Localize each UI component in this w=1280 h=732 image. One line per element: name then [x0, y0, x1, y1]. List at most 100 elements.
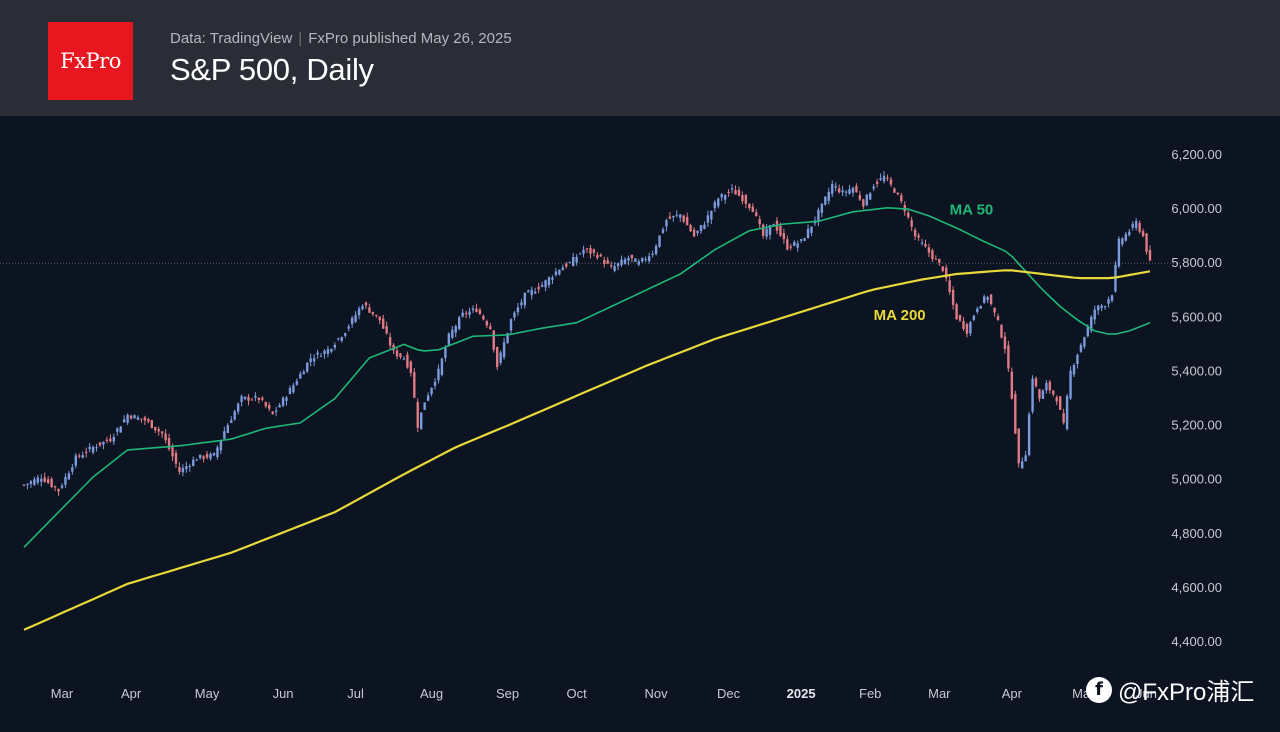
candle	[60, 483, 64, 489]
x-tick-label: May	[195, 686, 220, 701]
candle	[330, 348, 333, 354]
annotation-layer: MA 50 MA 200	[874, 202, 994, 325]
candle-body	[433, 381, 437, 386]
candle	[399, 352, 402, 360]
candle	[67, 470, 71, 480]
candle-body	[143, 417, 147, 421]
candle	[1117, 236, 1121, 269]
candle	[361, 304, 364, 311]
candle	[741, 191, 744, 205]
candle-body	[547, 277, 551, 286]
candle	[26, 483, 29, 490]
candle	[654, 244, 658, 256]
candle-body	[585, 248, 589, 250]
candle-body	[140, 418, 143, 420]
candle	[1110, 294, 1114, 303]
candle-body	[1000, 324, 1003, 338]
candle-body	[129, 415, 133, 419]
candle	[948, 275, 951, 295]
candle	[482, 314, 485, 321]
candle	[606, 256, 609, 265]
candle	[578, 252, 582, 255]
candle-body	[233, 411, 236, 420]
candle	[64, 473, 67, 488]
candle-body	[188, 466, 191, 468]
candle-body	[1027, 414, 1031, 456]
candle-body	[36, 477, 40, 483]
candle-body	[378, 316, 381, 321]
candle	[147, 417, 150, 424]
candle-body	[88, 446, 91, 449]
candle	[603, 256, 606, 268]
candle	[1141, 228, 1145, 238]
candle	[326, 345, 330, 358]
candle-body	[388, 337, 392, 346]
candle-body	[696, 230, 699, 234]
candle-body	[274, 410, 278, 412]
candle	[499, 350, 502, 366]
candle-body	[502, 342, 506, 358]
candle	[22, 484, 26, 487]
candle-body	[402, 358, 406, 360]
candle-body	[440, 358, 444, 375]
candle-body	[886, 177, 889, 179]
candle-body	[319, 355, 323, 357]
candle-body	[665, 220, 668, 227]
candle	[454, 324, 457, 338]
candle-body	[150, 420, 153, 429]
candle-body	[858, 195, 862, 200]
candle	[834, 182, 837, 192]
candle-body	[160, 431, 164, 434]
candle	[793, 240, 796, 247]
candle-body	[33, 479, 36, 485]
candle-body	[509, 319, 513, 331]
candle-body	[71, 467, 74, 472]
candle	[295, 378, 299, 386]
candle	[658, 235, 661, 248]
candle	[458, 315, 461, 331]
candle-body	[703, 224, 706, 229]
candle	[592, 248, 596, 257]
candle-body	[357, 308, 361, 316]
candle	[302, 369, 305, 375]
candle	[502, 337, 506, 360]
ma50-label: MA 50	[950, 202, 994, 219]
candle	[748, 203, 751, 211]
candle	[451, 325, 454, 340]
candle-body	[516, 307, 520, 313]
fxpro-logo: FxPro	[48, 22, 133, 100]
candle	[761, 223, 765, 239]
candle-body	[205, 454, 209, 458]
candle-body	[616, 263, 620, 267]
candle	[976, 306, 979, 314]
candle	[378, 316, 381, 325]
candle	[136, 415, 140, 421]
x-tick-label: Dec	[717, 686, 741, 701]
candle	[133, 414, 136, 419]
candle-body	[426, 395, 430, 401]
candle-body	[927, 247, 931, 253]
candle	[344, 332, 347, 338]
candle-body	[1110, 295, 1114, 301]
candle	[927, 243, 931, 258]
candle-body	[996, 316, 1000, 320]
candle-body	[893, 188, 896, 193]
candle	[851, 186, 855, 197]
candle-body	[613, 266, 616, 271]
candle	[907, 210, 910, 219]
candle	[682, 214, 685, 224]
candle-body	[668, 216, 672, 219]
candle-body	[247, 396, 250, 401]
candle-body	[1103, 306, 1107, 308]
candle	[900, 192, 903, 204]
candle-body	[1121, 238, 1124, 245]
candle	[1048, 379, 1052, 394]
candle-body	[565, 263, 568, 267]
candle	[157, 426, 160, 436]
candle	[951, 286, 955, 310]
candle	[547, 276, 551, 289]
candle-body	[803, 238, 806, 241]
candle-body	[109, 438, 112, 442]
candle	[195, 458, 198, 461]
candle-body	[223, 431, 226, 439]
